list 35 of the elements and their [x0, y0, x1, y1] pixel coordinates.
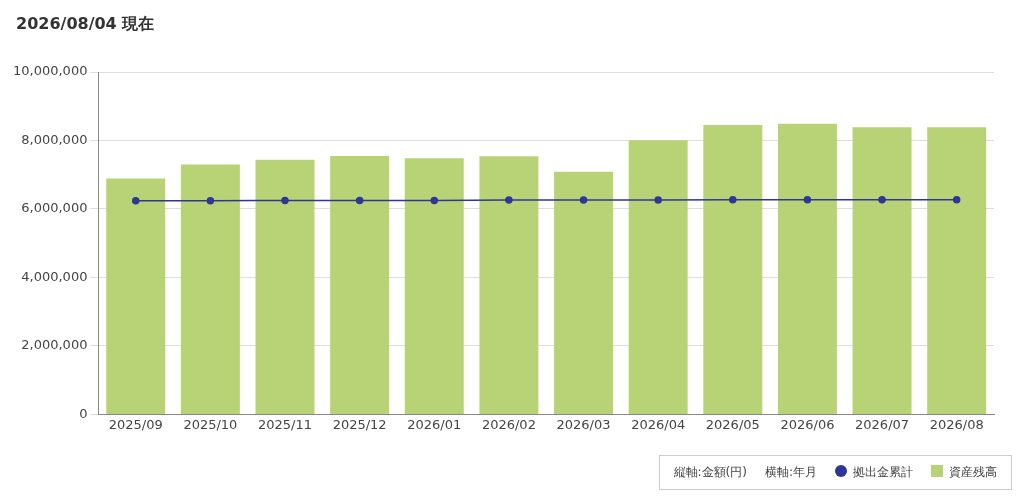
bar — [106, 178, 166, 414]
x-tick-label: 2026/03 — [556, 416, 611, 432]
x-tick-label: 2025/10 — [183, 416, 238, 432]
y-tick-label: 6,000,000 — [21, 200, 88, 216]
x-tick-label: 2025/12 — [332, 416, 387, 432]
bar — [180, 164, 240, 414]
bar — [330, 155, 390, 414]
y-tick-label: 4,000,000 — [21, 268, 88, 284]
chart-title: 2026/08/04 現在 — [16, 14, 155, 35]
x-tick-label: 2026/08 — [929, 416, 984, 432]
legend-label: 資産残高 — [949, 465, 997, 479]
x-tick-label: 2026/04 — [631, 416, 686, 432]
y-tick-label: 8,000,000 — [21, 131, 88, 147]
bar — [852, 127, 912, 414]
text: 縦軸:金額(円) — [673, 464, 747, 481]
bar — [554, 171, 614, 414]
x-tick-label: 2025/09 — [108, 416, 163, 432]
legend-label: 拠出金累計 — [853, 465, 913, 479]
x-tick-label: 2025/11 — [258, 416, 313, 432]
y-tick-label: 2,000,000 — [21, 337, 88, 353]
x-tick-label: 2026/07 — [855, 416, 910, 432]
bar — [479, 156, 539, 414]
y-tick-label: 0 — [79, 405, 88, 421]
bar — [255, 159, 315, 414]
x-tick-label: 2026/02 — [481, 416, 536, 432]
x-tick-label: 2026/05 — [705, 416, 760, 432]
y-tick-label: 10,000,000 — [13, 63, 88, 79]
x-tick-label: 2026/06 — [780, 416, 835, 432]
text: 横軸:年月 — [764, 464, 817, 481]
x-tick-label: 2026/01 — [407, 416, 462, 432]
bar — [777, 123, 837, 414]
bar — [927, 127, 987, 414]
bar — [628, 140, 688, 414]
bar — [703, 125, 763, 414]
bar — [404, 158, 464, 414]
